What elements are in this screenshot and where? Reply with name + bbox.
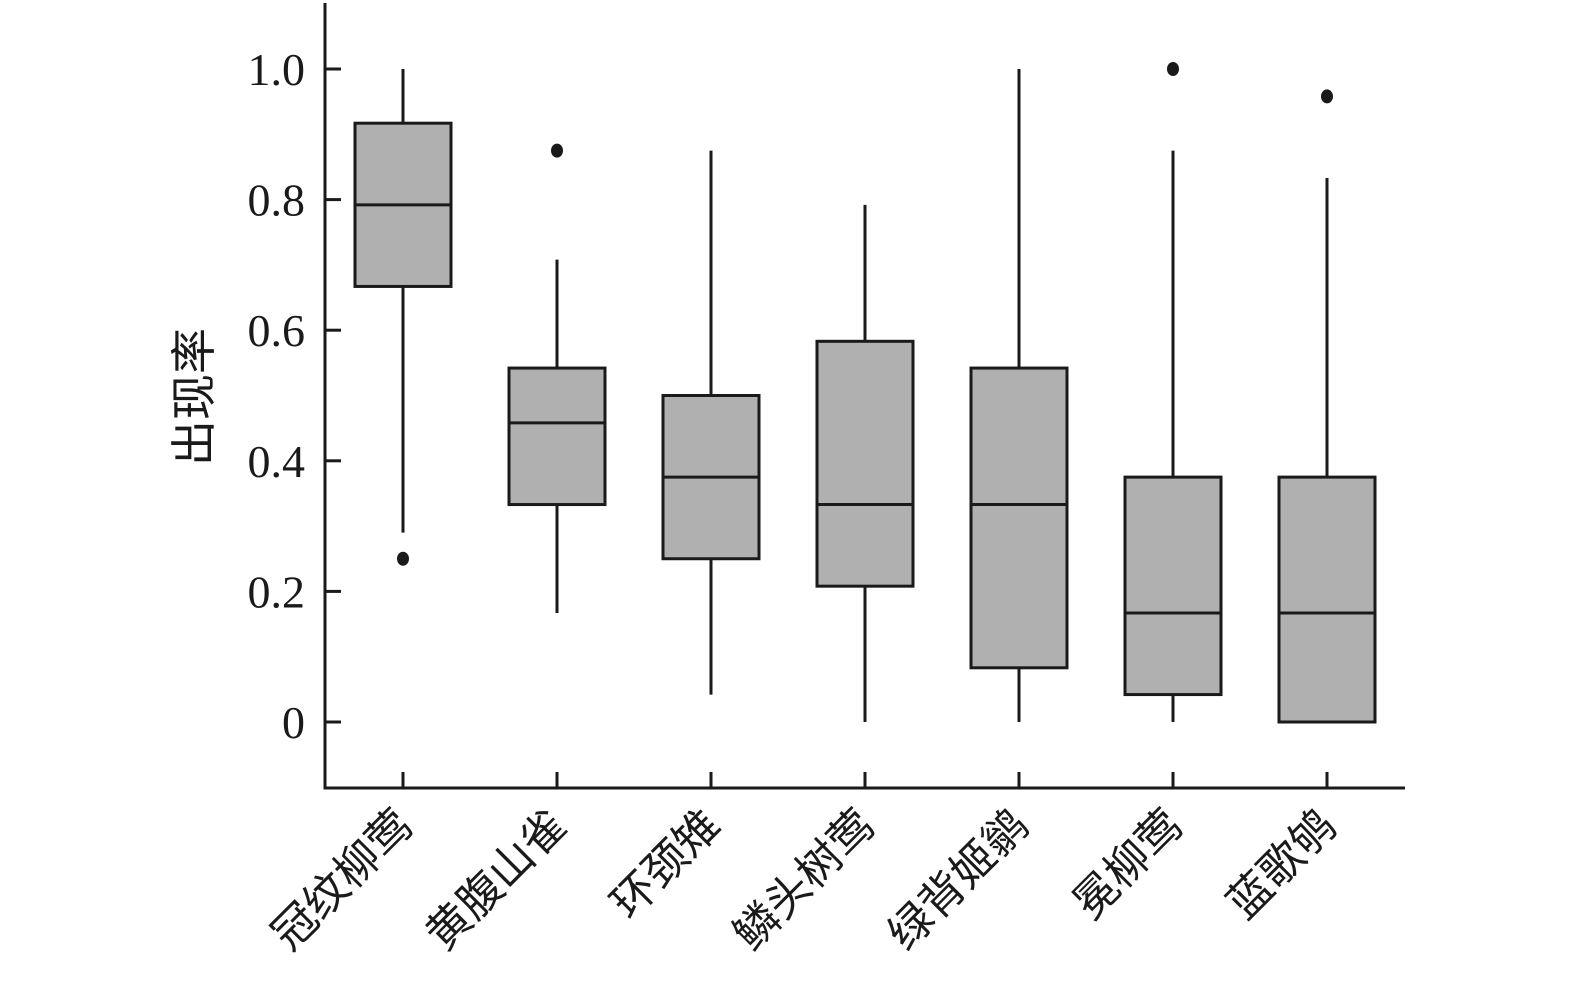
x-tick-label: 黄腹山雀 — [416, 800, 577, 961]
box-3 — [661, 150, 761, 695]
box-iqr — [507, 366, 607, 507]
x-tick-label: 冠纹柳莺 — [262, 800, 423, 961]
box-5 — [969, 69, 1069, 722]
outlier-point — [1167, 62, 1179, 76]
boxes — [353, 62, 1377, 724]
x-tick-label: 鳞头树莺 — [724, 800, 885, 961]
y-axis-ticks: 0 0.2 0.4 0.6 0.8 1.0 — [248, 44, 341, 748]
box-6 — [1123, 62, 1223, 722]
outlier-point — [1321, 89, 1333, 104]
box-iqr — [1277, 475, 1377, 724]
x-tick-label: 环颈雉 — [601, 800, 730, 929]
y-tick-label: 0.8 — [248, 175, 306, 226]
outlier-point — [397, 551, 409, 566]
outlier-point — [551, 143, 563, 158]
box-7 — [1277, 89, 1377, 724]
y-tick-label: 0.4 — [248, 436, 306, 487]
x-tick-label: 冕柳莺 — [1063, 800, 1192, 929]
box-iqr — [969, 366, 1069, 670]
x-tick-label: 蓝歌鸲 — [1217, 800, 1346, 929]
y-tick-label: 0.2 — [248, 566, 306, 617]
y-axis-label: 出现率 — [167, 328, 221, 466]
box-1 — [353, 69, 453, 566]
box-2 — [507, 143, 607, 613]
x-tick-label: 绿背姬鹟 — [878, 800, 1039, 961]
box-4 — [815, 204, 915, 722]
y-tick-label: 0 — [282, 697, 305, 748]
y-tick-label: 1.0 — [248, 44, 306, 95]
box-iqr — [815, 339, 915, 588]
box-iqr — [1123, 475, 1223, 697]
y-tick-label: 0.6 — [248, 305, 306, 356]
